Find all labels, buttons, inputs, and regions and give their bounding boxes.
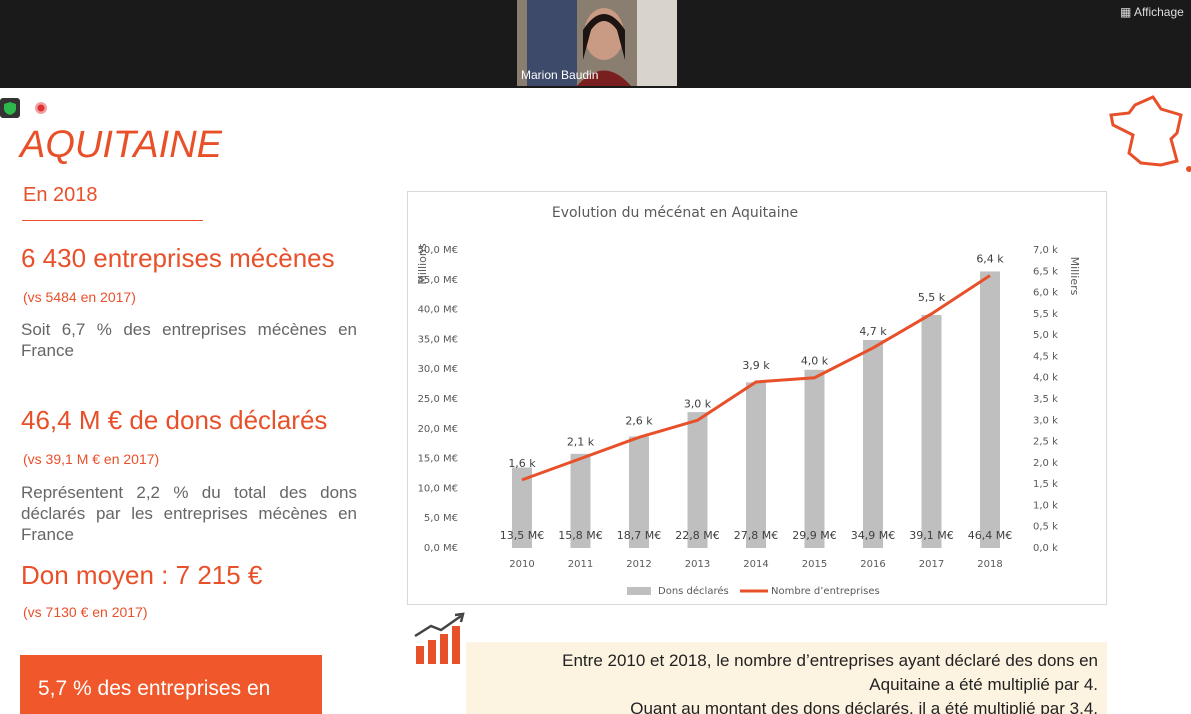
france-icon [1109,95,1191,172]
data-label: 2,1 k [567,436,595,449]
bar [570,453,591,548]
data-label: 18,7 M€ [617,529,661,542]
y2-tick-label: 6,0 k [1033,288,1058,299]
y-tick-label: 35,0 M€ [418,334,458,345]
callout-text: 5,7 % des entreprises en [38,677,271,700]
legend-label: Nombre d’entreprises [771,586,880,597]
y2-tick-label: 3,0 k [1033,415,1058,426]
y-tick-label: 40,0 M€ [418,305,458,316]
stat-detail: Soit 6,7 % des entreprises mécènes en Fr… [21,320,357,360]
y-tick-label: 45,0 M€ [418,275,458,286]
stat-comparison: (vs 7130 € en 2017) [23,604,148,620]
data-label: 29,9 M€ [792,529,836,542]
y2-tick-label: 5,0 k [1033,330,1058,341]
x-tick-label: 2011 [568,559,593,570]
y2-axis-title: Milliers [1068,257,1081,296]
video-tile[interactable] [517,0,677,86]
y-tick-label: 5,0 M€ [424,513,458,524]
y-tick-label: 30,0 M€ [418,364,458,375]
bar [804,369,825,548]
data-label: 2,6 k [625,414,653,427]
y2-tick-label: 0,0 k [1033,543,1058,554]
y-tick-label: 50,0 M€ [418,245,458,256]
data-label: 15,8 M€ [558,529,602,542]
stat-headline: Don moyen : 7 215 € [21,560,263,590]
y2-tick-label: 4,5 k [1033,351,1058,362]
y2-tick-label: 3,5 k [1033,394,1058,405]
stat-comparison: (vs 39,1 M € en 2017) [23,451,160,467]
y2-tick-label: 7,0 k [1033,245,1058,256]
x-tick-label: 2018 [977,559,1002,570]
x-tick-label: 2017 [919,559,944,570]
data-label: 22,8 M€ [675,529,719,542]
x-tick-label: 2015 [802,559,827,570]
data-label: 34,9 M€ [851,529,895,542]
y2-tick-label: 5,5 k [1033,309,1058,320]
data-label: 4,0 k [801,355,829,368]
bar [629,436,649,548]
y-tick-label: 20,0 M€ [418,424,458,435]
conclusion-line: Aquitaine a été multiplié par 4. [869,675,1098,694]
bar [687,412,708,548]
conclusion-box: Entre 2010 et 2018, le nombre d’entrepri… [466,642,1107,714]
divider [22,220,203,221]
y-tick-label: 25,0 M€ [418,394,458,405]
participant-name: Marion Baudin [521,68,599,82]
chart: Evolution du mécénat en Aquitaine Millio… [407,191,1107,605]
y-tick-label: 0,0 M€ [424,543,458,554]
stat-detail: Représentent 2,2 % du total des dons déc… [21,483,357,544]
bar [746,382,766,548]
view-label: Affichage [1134,5,1184,19]
x-tick-label: 2016 [860,559,885,570]
bar [921,314,942,548]
y-tick-label: 10,0 M€ [418,483,458,494]
legend-label: Dons déclarés [658,585,729,597]
data-label: 46,4 M€ [968,529,1012,542]
y-axis-title: Millions [416,243,429,284]
y2-tick-label: 1,5 k [1033,479,1058,490]
slide-title: AQUITAINE [20,124,222,166]
y2-tick-label: 1,0 k [1033,500,1058,511]
line [521,274,991,482]
chart-title: Evolution du mécénat en Aquitaine [552,205,798,221]
view-button[interactable]: ▦ Affichage [1120,5,1184,19]
status-icons [0,98,47,118]
data-label: 5,5 k [918,291,946,304]
x-tick-label: 2012 [626,559,651,570]
y2-tick-label: 2,0 k [1033,458,1058,469]
data-label: 13,5 M€ [500,529,544,542]
conclusion-line: Entre 2010 et 2018, le nombre d’entrepri… [562,651,1098,670]
y2-tick-label: 4,0 k [1033,373,1058,384]
data-label: 3,0 k [684,397,712,410]
bar [980,271,1000,548]
slide-subtitle: En 2018 [23,184,98,206]
data-label: 4,7 k [859,325,887,338]
bar [863,339,883,548]
y2-tick-label: 2,5 k [1033,437,1058,448]
data-label: 1,6 k [508,457,536,470]
data-label: 6,4 k [976,253,1004,266]
y-tick-label: 15,0 M€ [418,454,458,465]
x-tick-label: 2010 [509,559,534,570]
stat-comparison: (vs 5484 en 2017) [23,289,136,305]
callout-box: 5,7 % des entreprises en [20,655,322,714]
chart-icon [414,612,465,664]
y2-tick-label: 6,5 k [1033,266,1058,277]
data-label: 27,8 M€ [734,529,778,542]
data-label: 39,1 M€ [909,529,953,542]
legend-swatch [627,587,651,595]
x-tick-label: 2013 [685,559,710,570]
x-tick-label: 2014 [743,559,768,570]
y2-tick-label: 0,5 k [1033,522,1058,533]
stat-headline: 46,4 M € de dons déclarés [21,405,328,435]
bar [512,467,532,548]
conclusion-line: Quant au montant des dons déclarés, il a… [630,699,1098,714]
stat-headline: 6 430 entreprises mécènes [21,243,335,273]
data-label: 3,9 k [742,359,770,372]
